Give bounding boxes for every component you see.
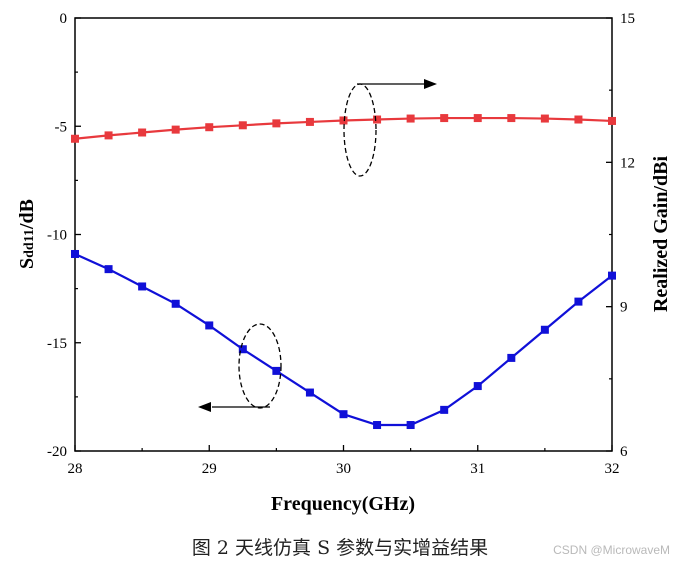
series-right-marker — [272, 119, 281, 128]
left-tick-label: -20 — [47, 444, 67, 460]
right-tick-label: 12 — [620, 155, 635, 171]
blue-series-annotation-ellipse — [238, 323, 282, 409]
series-left-line — [74, 252, 613, 427]
series-left-marker — [272, 366, 281, 375]
right-tick-label: 9 — [620, 300, 628, 316]
watermark: CSDN @MicrowaveM — [553, 543, 670, 557]
series-right-marker — [608, 116, 616, 125]
right-tick-label: 15 — [620, 11, 635, 27]
series-right-marker — [104, 131, 113, 140]
series-left-marker — [608, 271, 616, 280]
plot-frame — [74, 17, 613, 452]
x-tick-label: 30 — [336, 461, 351, 477]
series-right-marker — [574, 115, 583, 124]
series-left-marker — [339, 410, 348, 419]
series-left-marker — [507, 353, 516, 362]
series-right-marker — [507, 114, 516, 123]
series-left-marker — [171, 299, 180, 308]
series-right-marker — [171, 125, 180, 134]
series-right-marker — [138, 128, 147, 137]
series-left-marker — [540, 325, 549, 334]
x-tick-label: 29 — [202, 461, 217, 477]
series-right-marker — [238, 121, 247, 130]
figure-caption: 图 2 天线仿真 S 参数与实增益结果 — [191, 537, 489, 559]
series-left-marker — [305, 388, 314, 397]
x-axis-title: Frequency(GHz) — [271, 493, 415, 515]
x-tick-label: 28 — [68, 461, 83, 477]
series-left-marker — [406, 421, 415, 430]
series-right-marker — [440, 114, 449, 123]
series-right-marker — [373, 115, 382, 124]
series-left-marker — [205, 321, 214, 330]
left-axis-title: Sdd11/dB — [16, 199, 38, 269]
series-right-marker — [540, 114, 549, 123]
series-left-marker — [138, 282, 147, 291]
left-tick-label: -15 — [47, 336, 67, 352]
x-tick-label: 32 — [605, 461, 620, 477]
series-right-marker — [305, 117, 314, 126]
left-tick-label: -10 — [47, 228, 67, 244]
series-left-marker — [373, 421, 382, 430]
series-left-marker — [104, 265, 113, 274]
series-left-marker — [71, 249, 79, 258]
right-arrow-head — [424, 79, 437, 89]
x-tick-label: 31 — [470, 461, 485, 477]
left-tick-label: 0 — [60, 11, 68, 27]
series-left-marker — [473, 382, 482, 391]
series-left-marker — [440, 405, 449, 414]
red-series-annotation-ellipse — [343, 83, 377, 177]
series-right-marker — [205, 123, 214, 132]
series-layer — [71, 114, 616, 430]
right-tick-label: 6 — [620, 444, 628, 460]
right-axis-title: Realized Gain/dBi — [650, 155, 672, 312]
series-right-marker — [339, 116, 348, 125]
axis-ticks: 28 29 30 31 32 0 -5 -10 -15 -20 15 12 9 6 — [47, 11, 635, 477]
series-right-marker — [473, 114, 482, 123]
chart-canvas: 28 29 30 31 32 0 -5 -10 -15 -20 15 12 9 6 Frequency(G… — [16, 11, 672, 515]
series-right-marker — [406, 114, 415, 123]
left-tick-label: -5 — [55, 119, 68, 135]
series-left-marker — [238, 345, 247, 354]
series-left-marker — [574, 297, 583, 306]
series-right-marker — [71, 134, 79, 143]
left-arrow-head — [198, 402, 211, 412]
